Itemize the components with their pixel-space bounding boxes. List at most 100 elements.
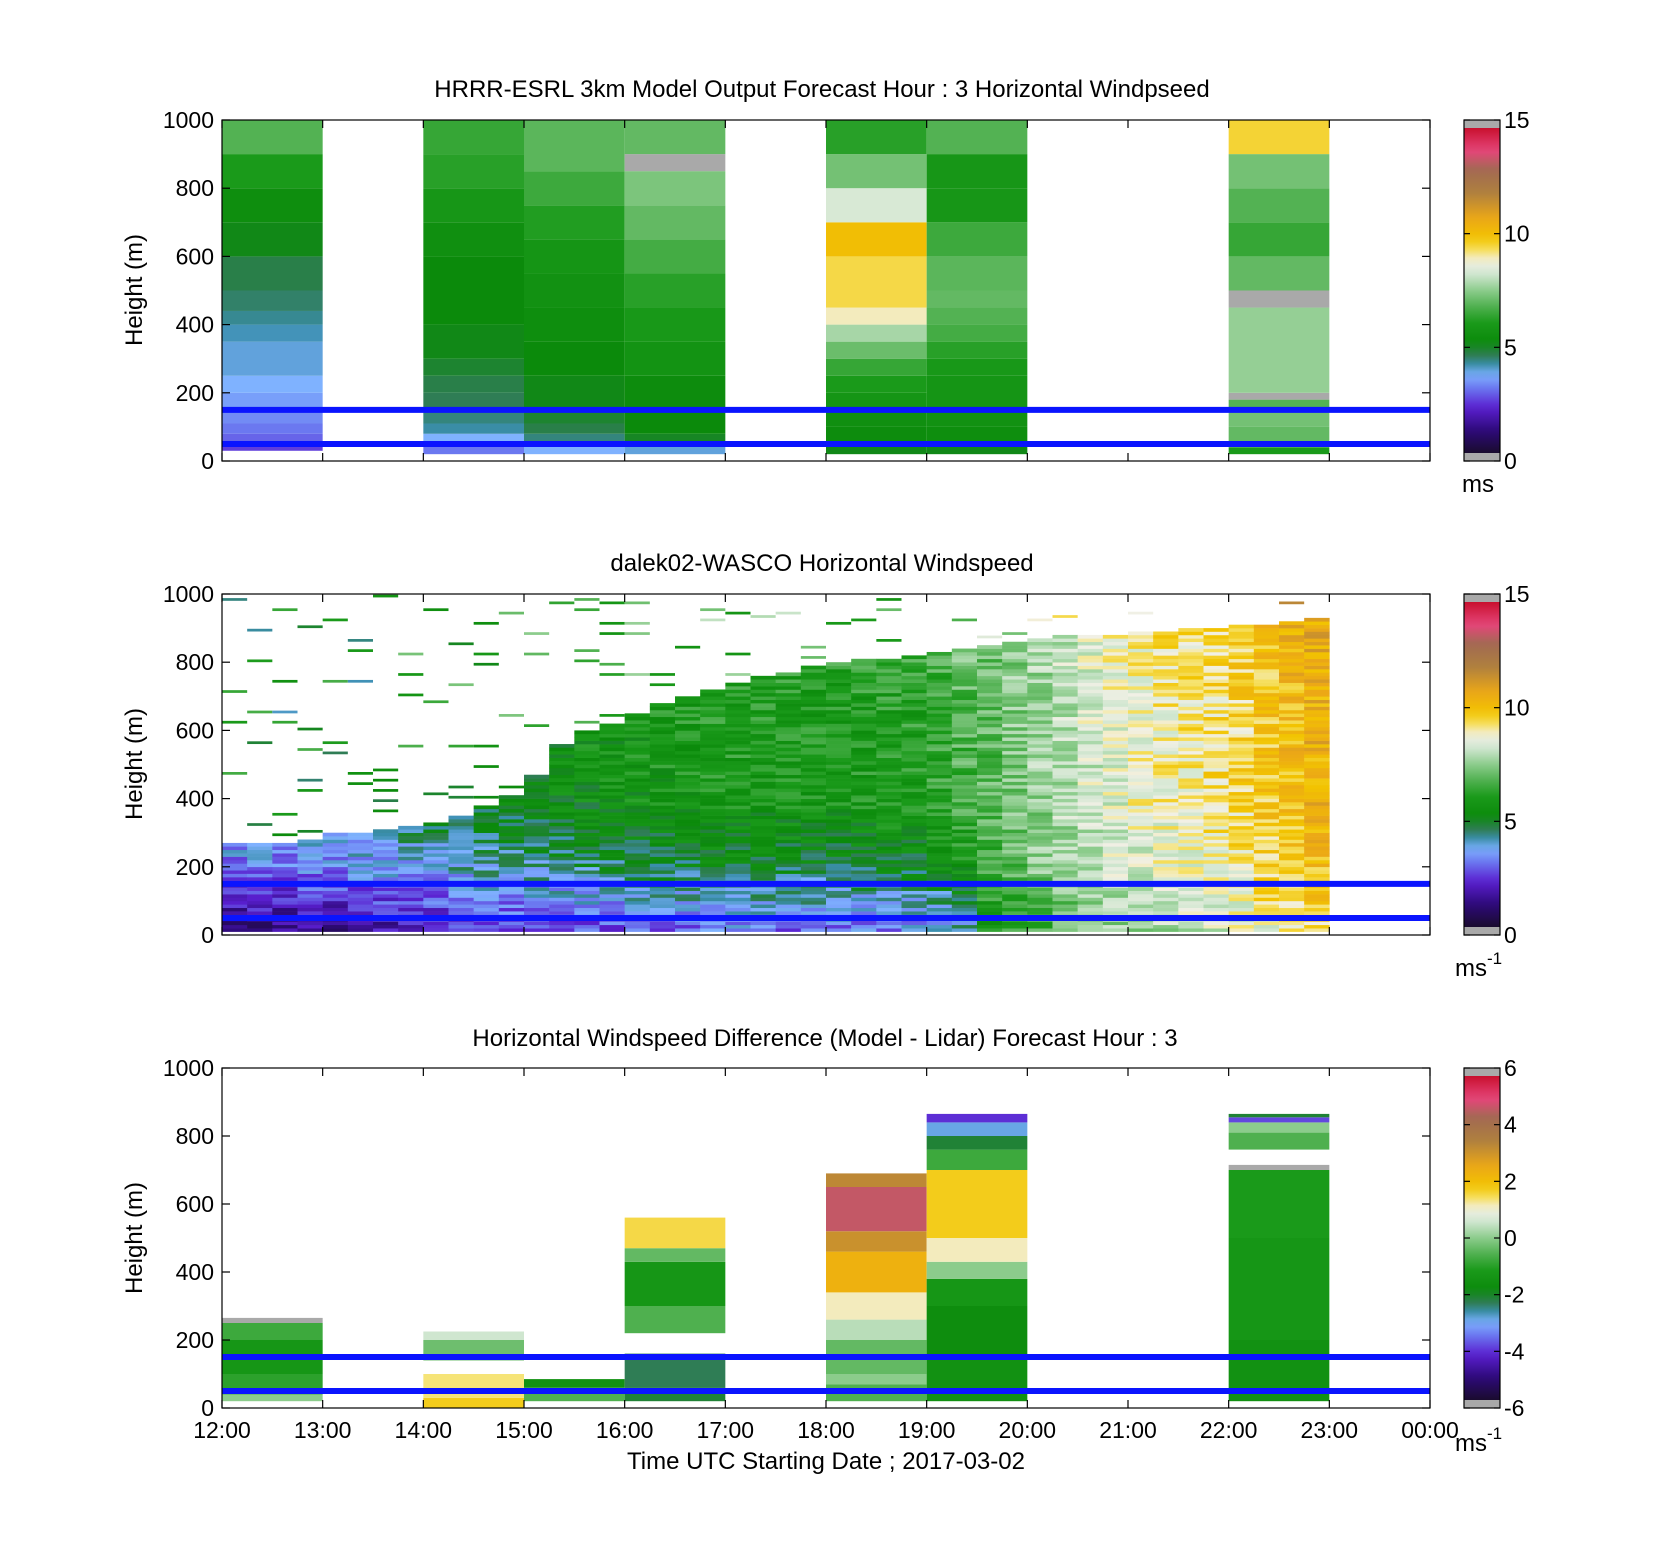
heatmap-cell — [322, 890, 349, 895]
heatmap-cell — [725, 611, 751, 615]
heatmap-cell — [1203, 894, 1229, 898]
heatmap-cell — [1052, 877, 1078, 881]
heatmap-cell — [272, 842, 298, 847]
heatmap-cell — [1279, 726, 1305, 731]
heatmap-cell — [1102, 723, 1129, 728]
heatmap-cell — [373, 924, 399, 929]
heatmap-cell — [1178, 822, 1204, 827]
heatmap-cell — [876, 658, 902, 663]
heatmap-cell — [977, 904, 1003, 909]
heatmap-cell — [398, 849, 424, 854]
heatmap-cell — [1228, 791, 1255, 796]
heatmap-cell — [1178, 904, 1204, 909]
heatmap-cell — [549, 822, 575, 827]
heatmap-cell — [347, 842, 374, 847]
heatmap-cell — [1304, 692, 1330, 697]
colorbar-tick-label: 0 — [1504, 448, 1517, 474]
heatmap-cell — [1228, 897, 1255, 902]
heatmap-cell — [951, 720, 978, 724]
heatmap-cell — [398, 887, 424, 891]
heatmap-cell — [448, 866, 474, 871]
heatmap-cell — [851, 911, 877, 915]
heatmap-cell — [1077, 866, 1104, 871]
heatmap-cell — [1052, 699, 1078, 704]
panel-difference-ylabel: Height (m) — [121, 1182, 148, 1294]
heatmap-cell — [1178, 689, 1204, 694]
heatmap-cell — [1253, 641, 1280, 646]
heatmap-cell — [800, 900, 827, 905]
heatmap-cell — [1178, 784, 1204, 789]
heatmap-cell — [1153, 740, 1179, 745]
heatmap-cell — [423, 324, 524, 359]
heatmap-cell — [599, 890, 625, 895]
heatmap-cell — [599, 894, 625, 898]
heatmap-cell — [624, 829, 651, 833]
heatmap-cell — [1102, 839, 1129, 844]
heatmap-cell — [700, 890, 726, 895]
heatmap-cell — [1153, 703, 1179, 707]
heatmap-cell — [1228, 921, 1255, 926]
y-tick-label: 800 — [176, 1123, 214, 1149]
heatmap-cell — [725, 767, 751, 772]
heatmap-cell — [800, 856, 827, 861]
heatmap-cell — [1304, 744, 1330, 748]
heatmap-cell — [951, 798, 978, 803]
heatmap-cell — [624, 409, 726, 434]
heatmap-cell — [1102, 672, 1129, 677]
heatmap-cell — [775, 873, 802, 878]
colorbar-tick-label: 4 — [1504, 1112, 1517, 1138]
heatmap-cell — [926, 1278, 1028, 1306]
heatmap-cell — [624, 859, 651, 864]
heatmap-cell — [725, 730, 751, 735]
heatmap-cell — [700, 900, 726, 905]
heatmap-cell — [624, 849, 651, 854]
heatmap-cell — [750, 723, 776, 728]
heatmap-cell — [473, 870, 500, 874]
heatmap-cell — [473, 924, 500, 929]
heatmap-cell — [1178, 853, 1204, 857]
heatmap-cell — [750, 907, 776, 912]
heatmap-cell — [1128, 713, 1154, 718]
heatmap-cell — [725, 904, 751, 909]
heatmap-cell — [725, 781, 751, 786]
heatmap-cell — [775, 679, 802, 683]
heatmap-cell — [1203, 856, 1229, 861]
heatmap-cell — [826, 836, 852, 840]
heatmap-cell — [1027, 842, 1053, 847]
heatmap-cell — [700, 894, 726, 898]
heatmap-cell — [1279, 747, 1305, 752]
heatmap-cell — [1203, 907, 1229, 912]
heatmap-cell — [1153, 890, 1179, 895]
heatmap-cell — [675, 894, 701, 898]
heatmap-cell — [599, 673, 625, 676]
colorbar-tick-label: 6 — [1504, 1055, 1517, 1081]
heatmap-cell — [1228, 744, 1255, 748]
heatmap-cell — [1304, 805, 1330, 810]
heatmap-cell — [750, 709, 776, 714]
heatmap-cell — [1052, 795, 1078, 799]
heatmap-cell — [826, 781, 852, 786]
heatmap-cell — [775, 754, 802, 758]
heatmap-cell — [1002, 686, 1028, 690]
heatmap-cell — [775, 778, 802, 782]
heatmap-cell — [951, 713, 978, 718]
heatmap-cell — [549, 907, 575, 912]
heatmap-cell — [347, 873, 374, 878]
heatmap-cell — [549, 894, 575, 898]
heatmap-cell — [624, 443, 726, 455]
heatmap-cell — [775, 726, 802, 731]
heatmap-cell — [775, 788, 802, 793]
heatmap-cell — [1203, 795, 1229, 799]
heatmap-cell — [649, 778, 676, 782]
heatmap-cell — [800, 696, 827, 701]
heatmap-cell — [750, 832, 776, 837]
heatmap-cell — [222, 924, 248, 929]
heatmap-cell — [1279, 750, 1305, 755]
heatmap-cell — [1304, 774, 1330, 779]
x-tick-label: 16:00 — [596, 1417, 654, 1443]
heatmap-cell — [926, 716, 953, 721]
heatmap-cell — [1153, 672, 1179, 677]
heatmap-cell — [901, 682, 927, 687]
heatmap-cell — [800, 798, 827, 803]
heatmap-cell — [549, 829, 575, 833]
